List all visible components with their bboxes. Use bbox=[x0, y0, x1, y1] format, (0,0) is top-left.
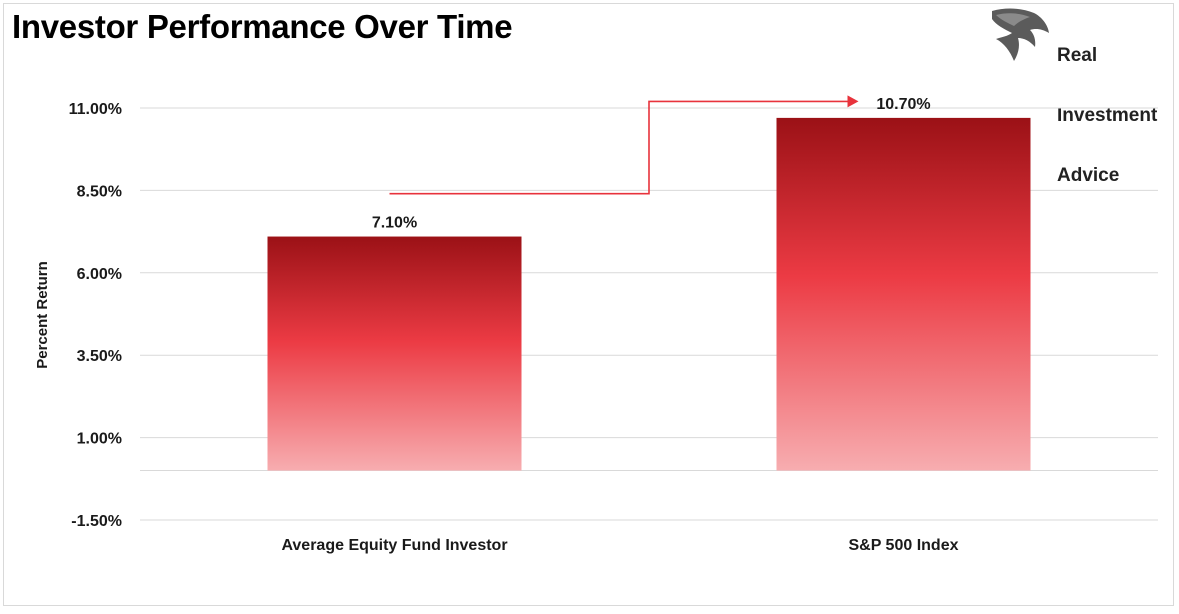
logo bbox=[986, 3, 1176, 73]
data-labels: 7.10% 10.70% bbox=[372, 96, 931, 232]
y-axis-ticks: -1.50% 1.00% 3.50% 6.00% 8.50% 11.00% bbox=[69, 101, 122, 530]
y-tick-label: 11.00% bbox=[69, 101, 122, 118]
comparison-arrow bbox=[389, 95, 859, 195]
y-tick-label: -1.50% bbox=[71, 513, 122, 530]
data-label: 10.70% bbox=[876, 96, 930, 113]
y-tick-label: 1.00% bbox=[77, 431, 122, 448]
bars bbox=[267, 117, 1031, 471]
data-label: 7.10% bbox=[372, 215, 417, 232]
x-axis-categories: Average Equity Fund Investor S&P 500 Inde… bbox=[281, 537, 958, 554]
y-tick-label: 6.00% bbox=[77, 266, 122, 283]
chart-frame bbox=[3, 3, 1174, 606]
bar bbox=[267, 236, 522, 471]
y-axis-label: Percent Return bbox=[34, 261, 51, 369]
y-tick-label: 3.50% bbox=[77, 348, 122, 365]
x-category-label: Average Equity Fund Investor bbox=[281, 537, 507, 554]
chart-title: Investor Performance Over Time bbox=[12, 8, 513, 45]
eagle-head-icon bbox=[992, 8, 1049, 61]
logo-wordmark: Real Investment Advice bbox=[1057, 6, 1157, 206]
arrow-line bbox=[389, 100, 848, 195]
logo-line-1: Real bbox=[1057, 45, 1098, 66]
arrow-head-icon bbox=[847, 95, 859, 108]
logo-line-3: Advice bbox=[1057, 165, 1120, 186]
x-category-label: S&P 500 Index bbox=[849, 537, 959, 554]
y-tick-label: 8.50% bbox=[77, 183, 122, 200]
bar bbox=[776, 117, 1031, 471]
logo-line-2: Investment bbox=[1057, 105, 1158, 126]
